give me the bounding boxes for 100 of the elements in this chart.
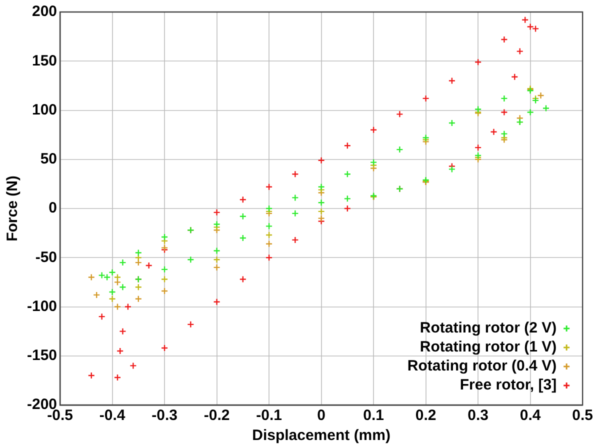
point: [114, 278, 122, 286]
point: [474, 144, 482, 152]
point: [119, 328, 126, 335]
point: [213, 256, 220, 264]
point: [448, 77, 456, 84]
x-tick-label: 0.3: [468, 407, 488, 424]
point: [239, 212, 247, 220]
point: [396, 110, 404, 118]
point: [160, 276, 168, 283]
point: [160, 287, 168, 295]
x-tick-label: 0.2: [415, 407, 436, 424]
point: [98, 312, 106, 320]
point: [474, 58, 482, 66]
point: [500, 108, 508, 116]
point: [318, 199, 325, 206]
point: [542, 104, 550, 112]
y-tick-label: -100: [26, 298, 58, 315]
point: [134, 284, 142, 291]
point: [160, 266, 168, 274]
point: [292, 194, 299, 202]
point: [448, 119, 456, 127]
point: [114, 274, 122, 281]
point: [130, 362, 137, 370]
point: [213, 220, 220, 228]
x-tick-label: 0.4: [520, 407, 542, 424]
point: [160, 344, 168, 352]
point: [370, 158, 378, 166]
x-tick-label: -0.2: [204, 407, 230, 424]
point: [88, 274, 95, 281]
point: [108, 268, 116, 276]
x-axis-title: Displacement (mm): [252, 427, 390, 444]
y-axis-title: Force (N): [4, 176, 22, 242]
point: [108, 288, 116, 296]
point: [511, 73, 518, 80]
point: [526, 108, 534, 116]
legend-label: Free rotor, [3]: [460, 376, 557, 394]
point: [344, 170, 352, 178]
point: [292, 170, 299, 178]
point: [213, 247, 220, 254]
point: [537, 92, 544, 100]
point: [318, 208, 325, 216]
point: [516, 48, 524, 55]
point: [344, 204, 352, 212]
point: [93, 291, 100, 299]
point: [134, 249, 142, 256]
point: [88, 372, 95, 380]
point: [119, 284, 126, 291]
point: [474, 106, 482, 113]
point: [370, 126, 378, 134]
point: [114, 374, 122, 382]
x-tick-label: 0.5: [572, 407, 594, 424]
point: [448, 166, 456, 173]
point: [344, 195, 352, 202]
point: [265, 240, 273, 248]
point: [500, 130, 508, 138]
point: [265, 254, 273, 262]
legend-label: Rotating rotor (0.4 V): [407, 358, 557, 375]
point: [318, 214, 325, 222]
point: [239, 196, 247, 204]
x-tick-label: -0.1: [256, 407, 282, 424]
x-tick-label: -0.3: [152, 407, 178, 424]
point: [422, 94, 430, 102]
point: [119, 258, 126, 266]
legend-label: Rotating rotor (2 V): [420, 320, 557, 337]
point: [344, 142, 352, 150]
point: [396, 146, 404, 154]
y-tick-label: 150: [32, 52, 58, 70]
point: [124, 303, 132, 310]
point: [318, 183, 325, 190]
point: [160, 233, 168, 241]
y-tick-label: 200: [32, 3, 58, 20]
point: [490, 128, 498, 136]
point: [521, 16, 529, 24]
point: [292, 236, 299, 244]
point: [145, 262, 152, 270]
point: [187, 256, 194, 264]
point: [116, 347, 124, 355]
point: [239, 276, 247, 283]
x-tick-label: -0.4: [99, 407, 126, 424]
y-tick-label: 50: [40, 150, 58, 168]
point: [318, 156, 325, 164]
point: [134, 295, 142, 302]
point: [292, 210, 299, 218]
point: [134, 254, 142, 262]
point: [265, 183, 273, 190]
y-tick-label: -50: [35, 248, 58, 266]
point: [213, 264, 220, 272]
point: [213, 208, 220, 216]
point: [265, 204, 273, 212]
point: [239, 234, 247, 242]
x-tick-label: 0.1: [363, 407, 384, 424]
legend-label: Rotating rotor (1 V): [420, 338, 557, 356]
point: [265, 231, 273, 239]
y-tick-label: 100: [32, 101, 58, 118]
y-tick-label: -150: [26, 347, 58, 364]
point: [134, 258, 142, 266]
point: [213, 298, 220, 306]
point: [500, 94, 508, 102]
x-tick-label: 0: [317, 407, 326, 424]
point: [500, 36, 508, 44]
